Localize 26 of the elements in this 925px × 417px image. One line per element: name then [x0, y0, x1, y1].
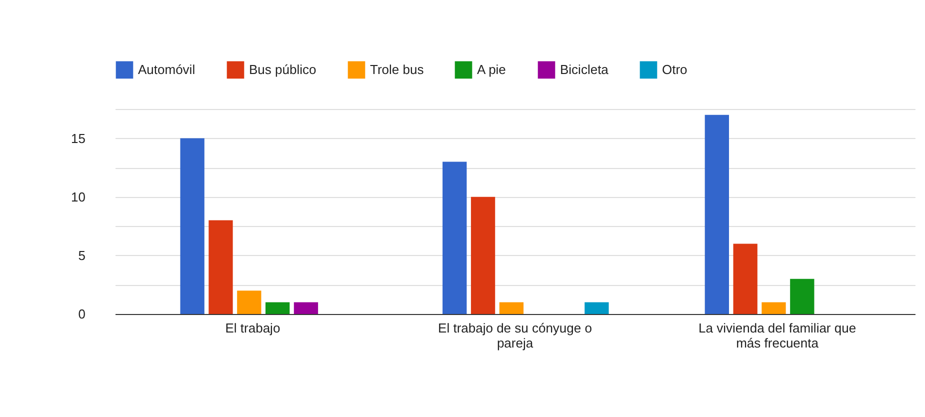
- y-tick-label: 10: [71, 189, 86, 204]
- legend-label: Otro: [662, 62, 688, 77]
- legend-label: Trole bus: [370, 62, 424, 77]
- x-tick-label: El trabajo: [225, 320, 280, 336]
- y-tick-label: 0: [78, 306, 86, 322]
- bar: [704, 114, 729, 314]
- bar: [294, 302, 318, 314]
- bar: [733, 244, 758, 314]
- bar: [790, 278, 814, 314]
- bar: [265, 302, 290, 314]
- bar: [237, 290, 262, 314]
- legend-label: Bicicleta: [560, 62, 610, 77]
- y-tick-label: 5: [78, 248, 86, 263]
- y-tick-label: 15: [71, 130, 86, 146]
- x-tick-label: La vivienda del familiar que más frecuenta: [698, 320, 856, 350]
- legend-label: Automóvil: [138, 62, 196, 77]
- bar: [470, 196, 496, 314]
- bar: [762, 302, 786, 314]
- bar: [442, 162, 467, 314]
- bar: [499, 302, 524, 314]
- legend-label: A pie: [477, 62, 506, 77]
- bar: [180, 138, 204, 314]
- legend-label: Bus público: [249, 62, 316, 77]
- x-tick-label: El trabajo de su cónyuge o pareja: [438, 320, 592, 350]
- bar: [584, 302, 609, 314]
- bar: [208, 220, 233, 314]
